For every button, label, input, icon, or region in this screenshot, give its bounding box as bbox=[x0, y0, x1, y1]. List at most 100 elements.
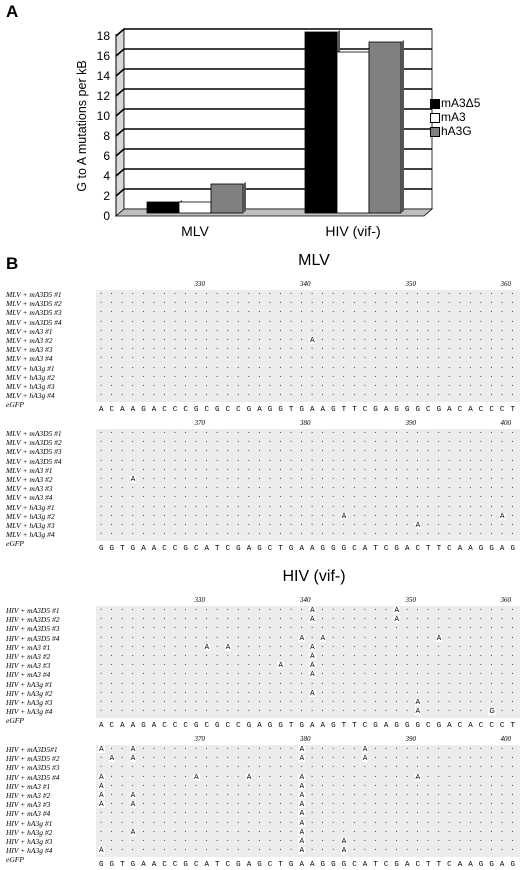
match-dot: . bbox=[257, 307, 262, 316]
match-dot: . bbox=[299, 316, 304, 325]
match-dot: . bbox=[468, 316, 473, 325]
match-dot: . bbox=[257, 344, 262, 353]
match-dot: . bbox=[183, 474, 188, 482]
match-dot: . bbox=[162, 697, 167, 705]
match-dot: . bbox=[278, 780, 283, 789]
match-dot: . bbox=[310, 799, 315, 808]
match-dot: . bbox=[489, 623, 494, 632]
match-dot: . bbox=[383, 632, 389, 641]
mutation-marker: A bbox=[309, 662, 316, 670]
match-dot: . bbox=[278, 790, 283, 798]
match-dot: . bbox=[120, 353, 125, 362]
match-dot: . bbox=[288, 325, 294, 334]
match-dot: . bbox=[373, 325, 378, 334]
match-dot: . bbox=[172, 641, 178, 650]
match-dot: . bbox=[489, 307, 494, 316]
reference-base: T bbox=[510, 722, 515, 731]
match-dot: . bbox=[383, 808, 389, 817]
match-dot: . bbox=[341, 687, 346, 696]
match-dot: . bbox=[468, 790, 473, 798]
match-dot: . bbox=[341, 483, 346, 492]
match-dot: . bbox=[109, 697, 114, 705]
match-dot: . bbox=[468, 510, 473, 519]
match-dot: . bbox=[426, 660, 431, 669]
match-dot: . bbox=[172, 501, 178, 510]
sample-label: HIV + hA3g #1 bbox=[6, 818, 53, 828]
match-dot: . bbox=[246, 381, 251, 389]
match-dot: . bbox=[204, 344, 209, 353]
match-dot: . bbox=[225, 474, 230, 482]
match-dot: . bbox=[246, 845, 251, 854]
match-dot: . bbox=[362, 289, 367, 297]
match-dot: . bbox=[478, 632, 483, 641]
match-dot: . bbox=[288, 744, 294, 752]
match-dot: . bbox=[288, 298, 294, 307]
match-dot: . bbox=[183, 353, 188, 362]
mutation-marker: A bbox=[245, 773, 253, 781]
mutation-marker: A bbox=[203, 643, 211, 651]
match-dot: . bbox=[141, 771, 146, 780]
match-dot: . bbox=[415, 799, 420, 808]
match-dot: . bbox=[99, 446, 104, 455]
match-dot: . bbox=[499, 651, 505, 659]
match-dot: . bbox=[457, 483, 462, 492]
match-dot: . bbox=[447, 428, 452, 436]
match-dot: . bbox=[341, 529, 346, 538]
match-dot: . bbox=[320, 307, 325, 316]
match-dot: . bbox=[162, 678, 167, 687]
sample-label: MLV + hA3g #1 bbox=[6, 363, 55, 373]
match-dot: . bbox=[151, 520, 156, 528]
match-dot: . bbox=[457, 520, 462, 528]
match-dot: . bbox=[99, 641, 104, 650]
reference-base: A bbox=[362, 861, 368, 870]
match-dot: . bbox=[109, 641, 114, 650]
match-dot: . bbox=[415, 390, 420, 399]
match-dot: . bbox=[320, 390, 325, 399]
reference-base: A bbox=[468, 545, 473, 554]
reference-base: G bbox=[278, 722, 283, 731]
match-dot: . bbox=[278, 623, 283, 632]
match-dot: . bbox=[120, 474, 125, 482]
match-dot: . bbox=[362, 826, 367, 835]
match-dot: . bbox=[394, 483, 399, 492]
match-dot: . bbox=[510, 836, 515, 844]
mutation-marker: A bbox=[298, 801, 306, 809]
match-dot: . bbox=[510, 446, 515, 455]
match-dot: . bbox=[341, 390, 346, 399]
match-dot: . bbox=[373, 836, 378, 844]
reference-base: A bbox=[383, 406, 389, 415]
match-dot: . bbox=[193, 390, 199, 399]
match-dot: . bbox=[267, 464, 272, 473]
match-dot: . bbox=[415, 605, 420, 613]
match-dot: . bbox=[278, 632, 283, 641]
match-dot: . bbox=[257, 464, 262, 473]
match-dot: . bbox=[278, 446, 283, 455]
match-dot: . bbox=[468, 437, 473, 446]
match-dot: . bbox=[383, 307, 389, 316]
match-dot: . bbox=[130, 687, 135, 696]
match-dot: . bbox=[468, 371, 473, 380]
match-dot: . bbox=[373, 744, 378, 752]
match-dot: . bbox=[278, 641, 283, 650]
match-dot: . bbox=[162, 510, 167, 519]
match-dot: . bbox=[489, 697, 494, 705]
match-dot: . bbox=[130, 446, 135, 455]
match-dot: . bbox=[204, 529, 209, 538]
match-dot: . bbox=[436, 307, 441, 316]
reference-base: A bbox=[299, 861, 304, 870]
match-dot: . bbox=[215, 817, 220, 826]
match-dot: . bbox=[278, 753, 283, 762]
legend-label: hA3G bbox=[441, 124, 472, 138]
match-dot: . bbox=[299, 706, 304, 715]
match-dot: . bbox=[510, 753, 515, 762]
match-dot: . bbox=[331, 446, 336, 455]
match-dot: . bbox=[183, 790, 188, 798]
match-dot: . bbox=[457, 678, 462, 687]
match-dot: . bbox=[457, 371, 462, 380]
match-dot: . bbox=[162, 808, 167, 817]
match-dot: . bbox=[120, 651, 125, 659]
match-dot: . bbox=[478, 362, 483, 371]
match-dot: . bbox=[120, 623, 125, 632]
match-dot: . bbox=[162, 307, 167, 316]
match-dot: . bbox=[447, 641, 452, 650]
